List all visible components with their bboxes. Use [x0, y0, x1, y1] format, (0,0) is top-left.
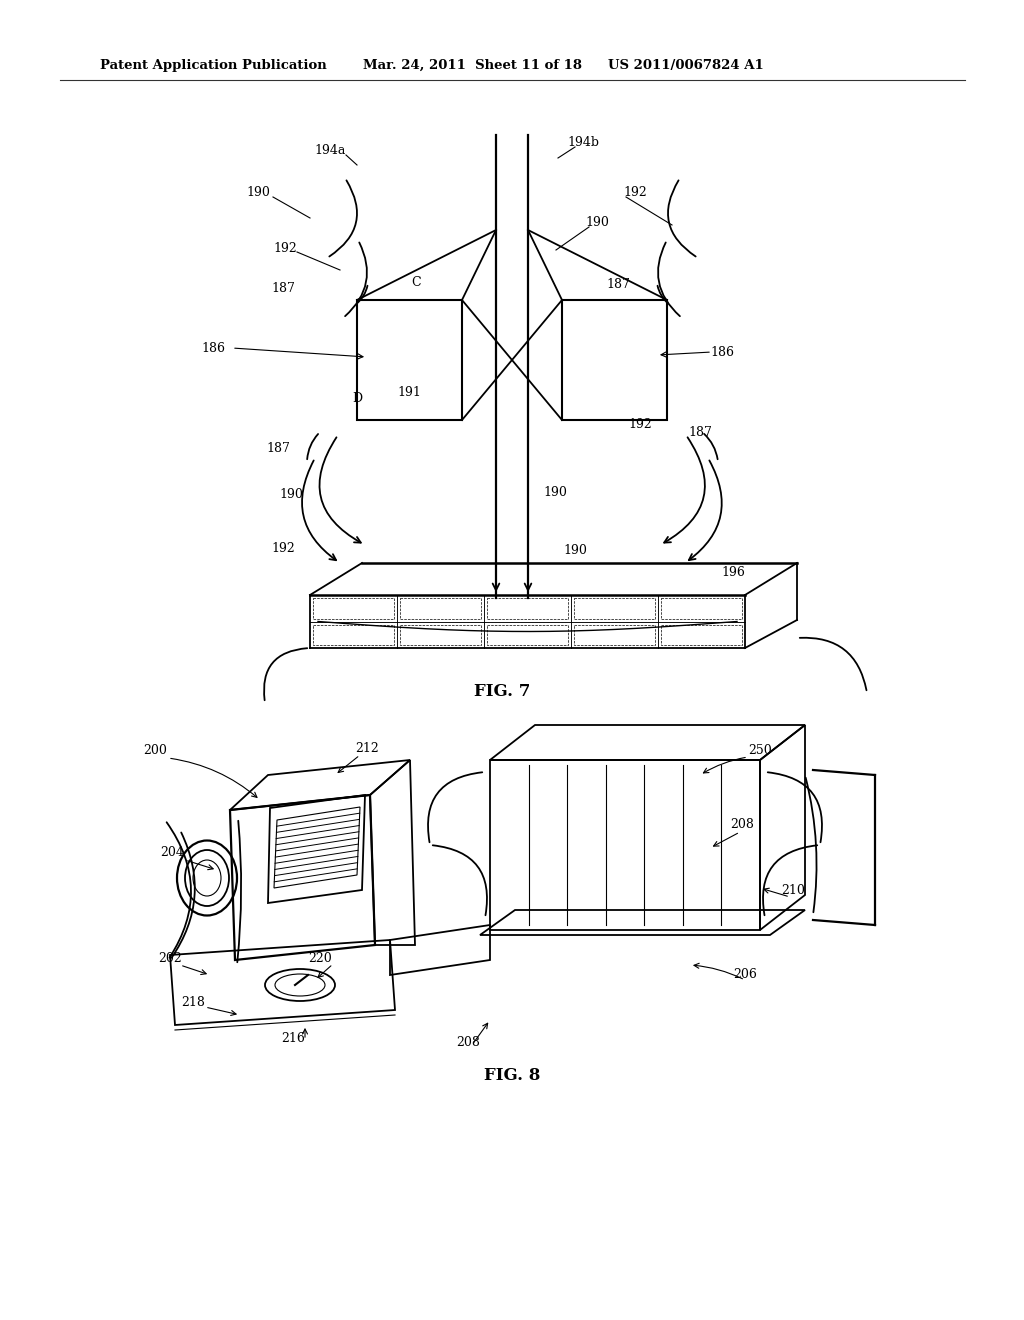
Text: 186: 186: [710, 346, 734, 359]
Text: 192: 192: [273, 242, 297, 255]
Text: 190: 190: [280, 487, 303, 500]
Text: 202: 202: [158, 952, 182, 965]
Text: 196: 196: [721, 566, 744, 579]
Text: 250: 250: [749, 743, 772, 756]
Text: 194a: 194a: [314, 144, 346, 157]
Text: FIG. 7: FIG. 7: [474, 684, 530, 701]
Text: US 2011/0067824 A1: US 2011/0067824 A1: [608, 58, 764, 71]
Text: 192: 192: [624, 186, 647, 199]
Text: 187: 187: [271, 281, 295, 294]
Text: 210: 210: [781, 883, 805, 896]
Text: 204: 204: [160, 846, 184, 859]
Text: FIG. 8: FIG. 8: [483, 1067, 541, 1084]
Text: 206: 206: [733, 969, 757, 982]
Text: Mar. 24, 2011  Sheet 11 of 18: Mar. 24, 2011 Sheet 11 of 18: [362, 58, 582, 71]
Text: 220: 220: [308, 952, 332, 965]
Text: 187: 187: [266, 441, 290, 454]
Text: 186: 186: [201, 342, 225, 355]
Text: C: C: [412, 276, 421, 289]
Text: 212: 212: [355, 742, 379, 755]
Text: 187: 187: [688, 425, 712, 438]
Text: 192: 192: [628, 418, 652, 432]
Text: 190: 190: [585, 215, 609, 228]
Text: 190: 190: [563, 544, 587, 557]
Text: 187: 187: [606, 277, 630, 290]
Text: 194b: 194b: [567, 136, 599, 149]
Text: 200: 200: [143, 744, 167, 758]
Text: Patent Application Publication: Patent Application Publication: [100, 58, 327, 71]
Text: 191: 191: [397, 385, 421, 399]
Text: D: D: [352, 392, 362, 404]
Text: 208: 208: [456, 1035, 480, 1048]
Text: 192: 192: [271, 543, 295, 556]
Text: 190: 190: [246, 186, 270, 199]
Text: 218: 218: [181, 995, 205, 1008]
Text: 208: 208: [730, 818, 754, 832]
Text: 190: 190: [543, 486, 567, 499]
Text: 216: 216: [281, 1031, 305, 1044]
